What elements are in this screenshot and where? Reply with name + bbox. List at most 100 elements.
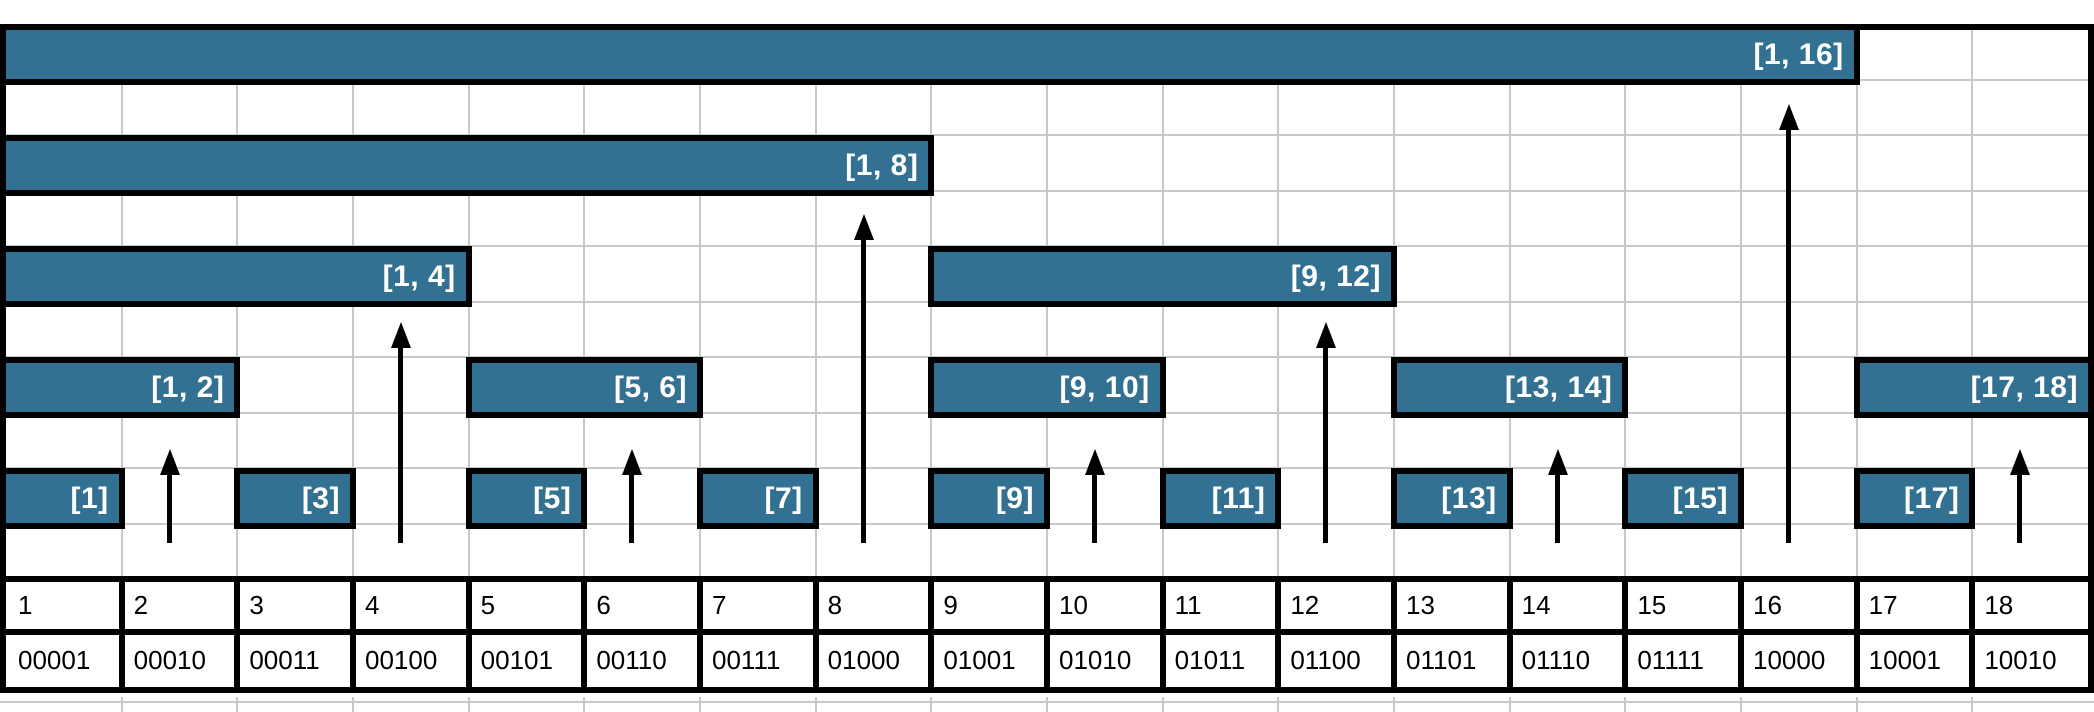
grid-line-vertical [699, 30, 701, 576]
interval-bar-label: [9, 12] [1290, 259, 1381, 293]
table-line-vertical [1853, 576, 1860, 693]
table-line-vertical [812, 576, 819, 693]
update-arrow-shaft-col-12 [1323, 342, 1329, 543]
grid-stub-vertical [1046, 697, 1048, 712]
interval-bar-label: [9] [995, 481, 1034, 515]
grid-line-vertical [1740, 30, 1742, 576]
binary-cell-00010: 00010 [133, 645, 206, 676]
grid-stub-vertical [467, 697, 470, 712]
update-arrow-head-col-14 [1547, 449, 1568, 475]
index-cell-15: 15 [1637, 589, 1667, 620]
grid-stub-vertical [1740, 697, 1742, 712]
table-line-vertical [234, 576, 241, 693]
table-line-vertical [1275, 576, 1282, 693]
interval-bar-9-12: [9, 12] [928, 246, 1397, 307]
interval-bar-label: [1, 4] [382, 259, 456, 293]
binary-cell-01011: 01011 [1174, 645, 1246, 676]
grid-line-vertical [814, 30, 817, 576]
update-arrow-head-col-12 [1316, 322, 1337, 348]
binary-cell-01101: 01101 [1406, 645, 1477, 676]
binary-cell-00011: 00011 [249, 645, 320, 676]
index-cell-14: 14 [1521, 589, 1551, 620]
binary-cell-01000: 01000 [827, 645, 900, 676]
index-cell-7: 7 [712, 589, 727, 620]
update-arrow-shaft-col-16 [1785, 124, 1791, 543]
diagram-border-top [0, 24, 2094, 30]
update-arrow-head-col-18 [2010, 449, 2031, 475]
index-cell-13: 13 [1406, 589, 1435, 620]
grid-line-vertical [583, 30, 586, 576]
update-arrow-shaft-col-2 [166, 469, 172, 543]
interval-bar-label: [13, 14] [1504, 370, 1613, 404]
grid-stub-vertical [699, 697, 701, 712]
interval-bar-label: [13] [1441, 481, 1497, 515]
grid-stub-vertical [1508, 697, 1511, 712]
interval-bar-label: [17, 18] [1970, 370, 2078, 404]
update-arrow-shaft-col-8 [860, 234, 866, 543]
update-arrow-shaft-col-4 [397, 342, 403, 543]
table-line-vertical [1738, 576, 1744, 693]
interval-bar-label: [5] [533, 481, 572, 515]
binary-cell-01111: 01111 [1637, 645, 1704, 676]
grid-line-horizontal [6, 134, 2088, 136]
table-line-vertical [118, 576, 125, 693]
grid-line-horizontal [6, 189, 2088, 192]
interval-bar-1-16: [1, 16] [0, 24, 1860, 85]
grid-stub-vertical [236, 697, 239, 712]
table-line-vertical [928, 576, 935, 693]
grid-stub-vertical [120, 697, 123, 712]
index-cell-11: 11 [1174, 589, 1202, 620]
grid-stub-vertical [1393, 697, 1395, 712]
table-line-vertical [1044, 576, 1050, 693]
binary-cell-01001: 01001 [943, 645, 1016, 676]
table-line-vertical [1391, 576, 1397, 693]
interval-bar-11-11: [11] [1159, 468, 1282, 529]
interval-bar-1-2: [1, 2] [0, 357, 241, 418]
index-cell-17: 17 [1868, 589, 1898, 620]
binary-cell-00110: 00110 [596, 645, 667, 676]
index-cell-9: 9 [943, 589, 958, 620]
index-cell-3: 3 [249, 589, 264, 620]
grid-stub-vertical [1161, 697, 1164, 712]
grid-stub-vertical [930, 697, 933, 712]
update-arrow-head-col-8 [853, 214, 874, 240]
update-arrow-shaft-col-18 [2017, 469, 2023, 543]
interval-bar-13-13: [13] [1391, 468, 1513, 529]
binary-cell-00111: 00111 [712, 645, 781, 676]
binary-cell-00101: 00101 [480, 645, 553, 676]
index-cell-18: 18 [1984, 589, 2014, 620]
index-cell-6: 6 [596, 589, 611, 620]
table-line-vertical [1159, 576, 1166, 693]
interval-bar-5-5: [5] [465, 468, 588, 529]
grid-line-vertical [1508, 30, 1511, 576]
binary-cell-01010: 01010 [1059, 645, 1132, 676]
index-cell-5: 5 [480, 589, 496, 620]
diagram-border-left [0, 24, 6, 693]
interval-bar-label: [9, 10] [1059, 370, 1150, 404]
interval-bar-7-7: [7] [697, 468, 819, 529]
interval-bar-1-4: [1, 4] [0, 246, 472, 307]
update-arrow-head-col-6 [622, 449, 643, 475]
table-line-vertical [1506, 576, 1513, 693]
grid-stub-vertical [583, 697, 586, 712]
table-line-vertical [2088, 576, 2094, 693]
interval-bar-9-10: [9, 10] [928, 357, 1166, 418]
binary-cell-10000: 10000 [1753, 645, 1826, 676]
binary-cell-00100: 00100 [365, 645, 438, 676]
update-arrow-shaft-col-14 [1554, 469, 1560, 543]
interval-bar-9-9: [9] [928, 468, 1050, 529]
index-cell-1: 1 [18, 589, 33, 620]
interval-bar-label: [5, 6] [613, 370, 687, 404]
interval-bar-17-17: [17] [1853, 468, 1976, 529]
grid-stub-vertical [1624, 697, 1627, 712]
index-cell-4: 4 [365, 589, 380, 620]
interval-bar-label: [17] [1903, 481, 1960, 515]
grid-line-vertical [1624, 30, 1627, 576]
interval-bar-label: [11] [1211, 481, 1266, 515]
grid-stub-vertical [1855, 697, 1858, 712]
table-line-vertical [581, 576, 588, 693]
interval-bar-1-1: [1] [0, 468, 125, 529]
interval-bar-label: [1, 2] [151, 370, 225, 404]
grid-stub-vertical [1277, 697, 1280, 712]
